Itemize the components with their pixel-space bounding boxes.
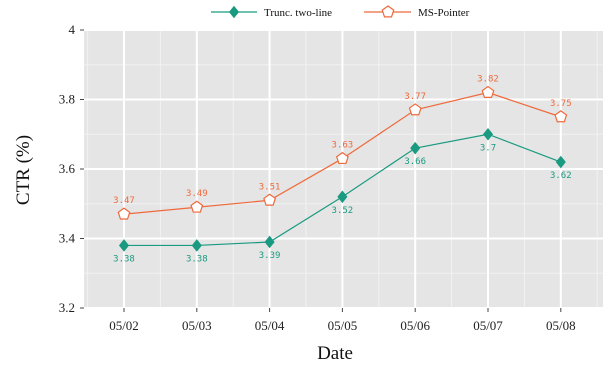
- data-label: 3.82: [477, 75, 499, 85]
- data-point: [264, 235, 275, 249]
- data-point: [118, 239, 130, 252]
- x-tick-label: 05/05: [328, 318, 358, 333]
- data-point: [191, 239, 202, 252]
- data-label: 3.66: [404, 157, 426, 167]
- axis-ticks: 3.2 3.4 3.6 3.8 4 05/02 05/03 05/04 05/05 05/06 05…: [59, 22, 576, 333]
- data-point: [117, 207, 131, 220]
- data-label: 3.39: [259, 251, 281, 261]
- x-tick-label: 05/08: [546, 318, 576, 333]
- data-point: [410, 141, 421, 155]
- y-tick-label: 3.8: [59, 92, 75, 107]
- legend: Trunc. two-line MS-Pointer: [211, 5, 470, 19]
- gridlines: [84, 29, 603, 309]
- series-1: 3.47 3.49 3.51 3.63 3.77 3.82 3.75: [113, 75, 572, 220]
- data-point: [408, 103, 422, 116]
- data-label: 3.63: [332, 141, 354, 151]
- y-tick-label: 3.4: [59, 231, 76, 246]
- legend-entry-1: MS-Pointer: [364, 5, 470, 19]
- data-point: [482, 127, 494, 141]
- data-label: 3.51: [259, 182, 281, 192]
- data-point: [335, 151, 349, 165]
- x-tick-label: 05/06: [400, 318, 430, 333]
- data-label: 3.52: [332, 206, 354, 216]
- series-layer: 3.38 3.38 3.393.523.663.73.623.473.493.513…: [113, 75, 571, 265]
- data-point: [481, 85, 495, 99]
- data-label: 3.75: [550, 99, 572, 109]
- data-label: 3.62: [550, 171, 572, 181]
- x-tick-label: 05/04: [255, 318, 285, 333]
- data-point: [190, 200, 204, 213]
- data-point: [554, 110, 568, 123]
- data-label: 3.38: [113, 254, 135, 264]
- legend-entry-0: Trunc. two-line: [211, 5, 332, 19]
- series-0: 3.38 3.38 3.39 3.52 3.66 3.7 3.62: [113, 127, 572, 264]
- legend-marker: [228, 5, 240, 19]
- y-axis-title: CTR (%): [13, 135, 34, 205]
- data-point: [337, 190, 348, 204]
- legend-label: MS-Pointer: [418, 7, 470, 19]
- data-label: 3.77: [404, 92, 426, 102]
- y-tick-label: 3.2: [59, 300, 75, 315]
- legend-label: Trunc. two-line: [264, 7, 332, 19]
- data-point: [555, 155, 566, 169]
- x-tick-label: 05/03: [182, 318, 212, 333]
- x-tick-label: 05/07: [473, 318, 503, 333]
- legend-marker: [381, 5, 395, 18]
- x-tick-label: 05/02: [109, 318, 139, 333]
- y-tick-label: 4: [69, 22, 76, 37]
- data-point: [263, 193, 277, 206]
- data-label: 3.38: [186, 254, 208, 264]
- data-label: 3.49: [186, 189, 208, 199]
- data-label: 3.7: [480, 143, 496, 153]
- y-tick-label: 3.6: [59, 161, 76, 176]
- x-axis-title: Date: [317, 343, 353, 364]
- data-label: 3.47: [113, 196, 135, 206]
